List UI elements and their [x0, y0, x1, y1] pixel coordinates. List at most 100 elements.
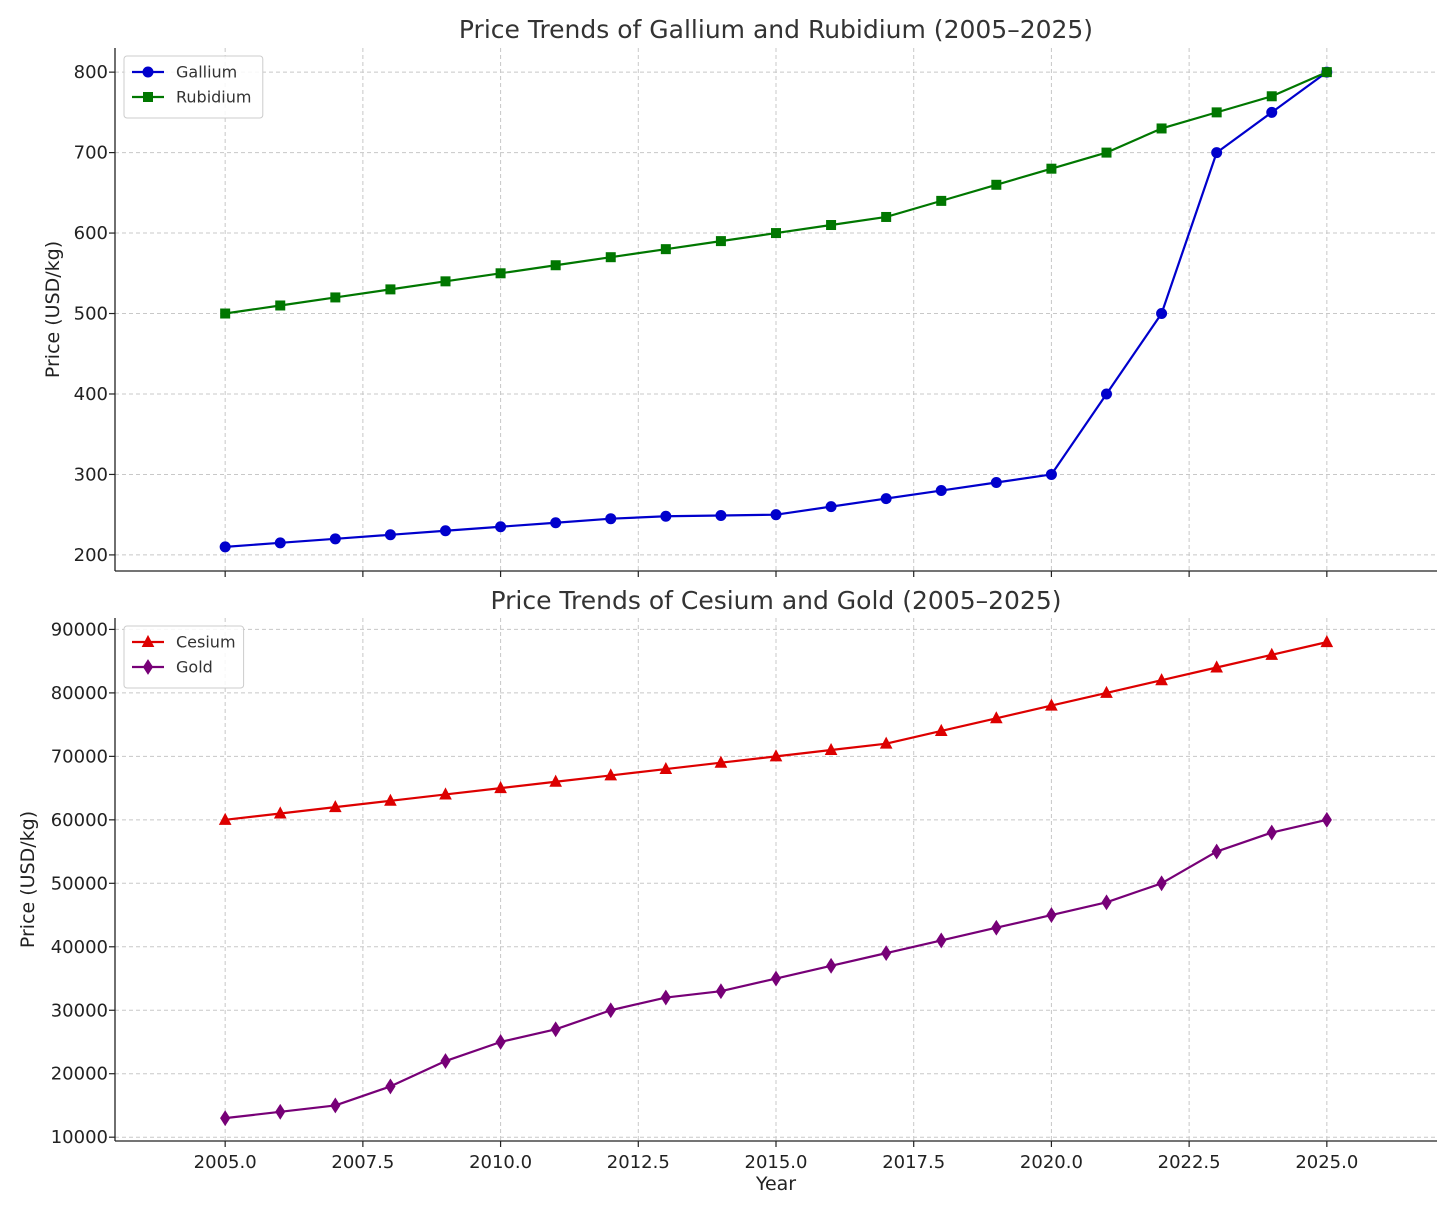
data-point — [440, 525, 451, 537]
data-point — [770, 509, 782, 521]
data-point — [220, 308, 231, 319]
data-point — [824, 742, 838, 756]
data-point — [825, 501, 837, 513]
data-point — [275, 300, 286, 311]
data-point — [1266, 106, 1278, 118]
x-tick-label: 2005.0 — [194, 1152, 257, 1173]
legend-marker — [143, 92, 153, 102]
data-point — [991, 179, 1002, 190]
x-axis-label: Year — [755, 1173, 796, 1195]
data-point — [220, 1110, 231, 1127]
data-point — [879, 736, 893, 749]
data-point — [384, 529, 396, 541]
y-tick-label: 700 — [74, 143, 108, 164]
y-tick-label: 90000 — [51, 619, 108, 640]
data-point — [1211, 147, 1223, 159]
data-point — [550, 517, 562, 529]
data-point — [495, 521, 507, 533]
data-point — [1155, 673, 1168, 686]
x-tick-label: 2020.0 — [1020, 1152, 1083, 1173]
data-point — [935, 485, 947, 497]
y-tick-label: 400 — [74, 384, 108, 405]
legend-label: Rubidium — [176, 88, 251, 107]
data-point — [495, 268, 506, 279]
legend-marker — [142, 659, 154, 675]
data-point — [440, 1053, 451, 1069]
x-tick-label: 2022.5 — [1158, 1152, 1221, 1173]
y-tick-label: 600 — [74, 223, 108, 244]
data-point — [1156, 875, 1167, 892]
data-point — [605, 1002, 616, 1019]
data-point — [990, 476, 1002, 488]
y-tick-label: 10000 — [51, 1127, 108, 1148]
y-tick-label: 800 — [74, 62, 108, 83]
data-point — [771, 228, 781, 239]
data-point — [604, 768, 618, 781]
x-tick-label: 2017.5 — [882, 1152, 945, 1173]
series-cesium — [218, 635, 1334, 825]
data-point — [826, 220, 837, 231]
y-tick-label: 80000 — [51, 683, 108, 704]
data-point — [1100, 685, 1113, 698]
x-tick-label: 2010.0 — [469, 1152, 532, 1173]
legend: Cesium Gold — [123, 625, 245, 689]
data-point — [660, 510, 672, 522]
data-point — [1211, 107, 1222, 118]
data-point — [660, 244, 671, 255]
data-point — [1101, 388, 1112, 400]
data-point — [991, 919, 1002, 936]
legend-marker — [142, 66, 154, 78]
data-point — [1046, 907, 1057, 923]
data-point — [1101, 894, 1112, 911]
data-point — [1101, 147, 1112, 158]
data-point — [936, 932, 947, 949]
data-point — [1045, 698, 1058, 711]
y-tick-label: 60000 — [51, 810, 108, 831]
data-point — [385, 284, 396, 295]
data-point — [990, 711, 1003, 724]
data-point — [1321, 67, 1332, 78]
data-point — [329, 533, 341, 545]
data-point — [330, 1097, 341, 1114]
y-tick-label: 30000 — [51, 1000, 108, 1021]
data-point — [549, 774, 562, 787]
y-axis-label: Price (USD/kg) — [17, 811, 39, 948]
data-point — [385, 1078, 396, 1095]
data-point — [715, 509, 727, 521]
data-point — [218, 812, 232, 825]
data-point — [384, 793, 397, 806]
data-point — [440, 276, 451, 287]
data-point — [881, 945, 892, 962]
legend-label: Cesium — [176, 633, 236, 652]
data-point — [770, 970, 782, 987]
data-point — [1211, 843, 1222, 860]
y-axis-label: Price (USD/kg) — [42, 241, 64, 378]
legend-label: Gallium — [176, 63, 237, 82]
data-point — [1265, 647, 1279, 660]
data-point — [825, 957, 837, 974]
data-point — [219, 541, 231, 553]
data-point — [769, 749, 783, 762]
data-point — [1266, 824, 1277, 841]
data-point — [275, 1103, 286, 1120]
data-point — [439, 787, 452, 800]
y-tick-label: 500 — [74, 304, 108, 325]
data-point — [605, 513, 617, 525]
series-gallium — [219, 66, 1333, 553]
data-point — [659, 761, 673, 775]
data-point — [1266, 91, 1277, 102]
data-point — [1156, 123, 1167, 134]
data-point — [936, 195, 947, 206]
chart-title: Price Trends of Cesium and Gold (2005–20… — [491, 586, 1062, 615]
data-point — [1210, 660, 1223, 673]
data-point — [273, 806, 287, 819]
y-tick-label: 20000 — [51, 1064, 108, 1085]
data-point — [881, 211, 892, 222]
data-point — [660, 989, 671, 1006]
data-point — [1045, 468, 1057, 480]
data-point — [1321, 811, 1332, 828]
y-tick-label: 40000 — [51, 937, 108, 958]
x-tick-label: 2012.5 — [607, 1152, 670, 1173]
